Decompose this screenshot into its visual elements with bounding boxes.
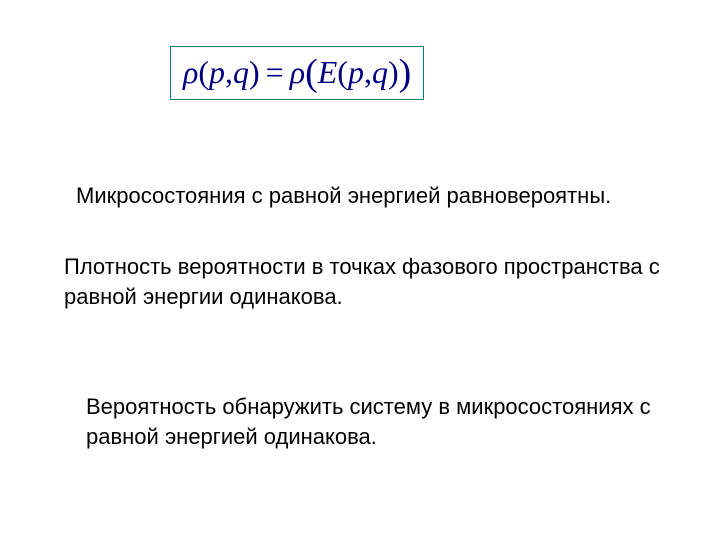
formula-box: ρ(p,q)=ρ(E(p,q)) (170, 46, 424, 100)
equals-sign: = (266, 54, 284, 90)
formula: ρ(p,q)=ρ(E(p,q)) (183, 54, 411, 90)
rparen-2: ) (388, 54, 399, 90)
rparen-1: ) (249, 54, 260, 90)
paragraph-2: Плотность вероятности в точках фазового … (64, 252, 674, 311)
var-q-2: q (372, 54, 388, 90)
lparen-1: ( (198, 54, 209, 90)
var-p-1: p (209, 54, 225, 90)
rho-2: ρ (290, 54, 305, 90)
var-q-1: q (233, 54, 249, 90)
big-rparen: ) (399, 52, 412, 94)
comma-1: , (225, 54, 233, 90)
big-lparen: ( (305, 52, 318, 94)
lparen-2: ( (337, 54, 348, 90)
rho-1: ρ (183, 54, 198, 90)
var-E: E (318, 54, 338, 90)
comma-2: , (364, 54, 372, 90)
paragraph-3: Вероятность обнаружить систему в микросо… (86, 392, 666, 451)
paragraph-1: Микросостояния с равной энергией равнове… (76, 181, 611, 211)
var-p-2: p (348, 54, 364, 90)
